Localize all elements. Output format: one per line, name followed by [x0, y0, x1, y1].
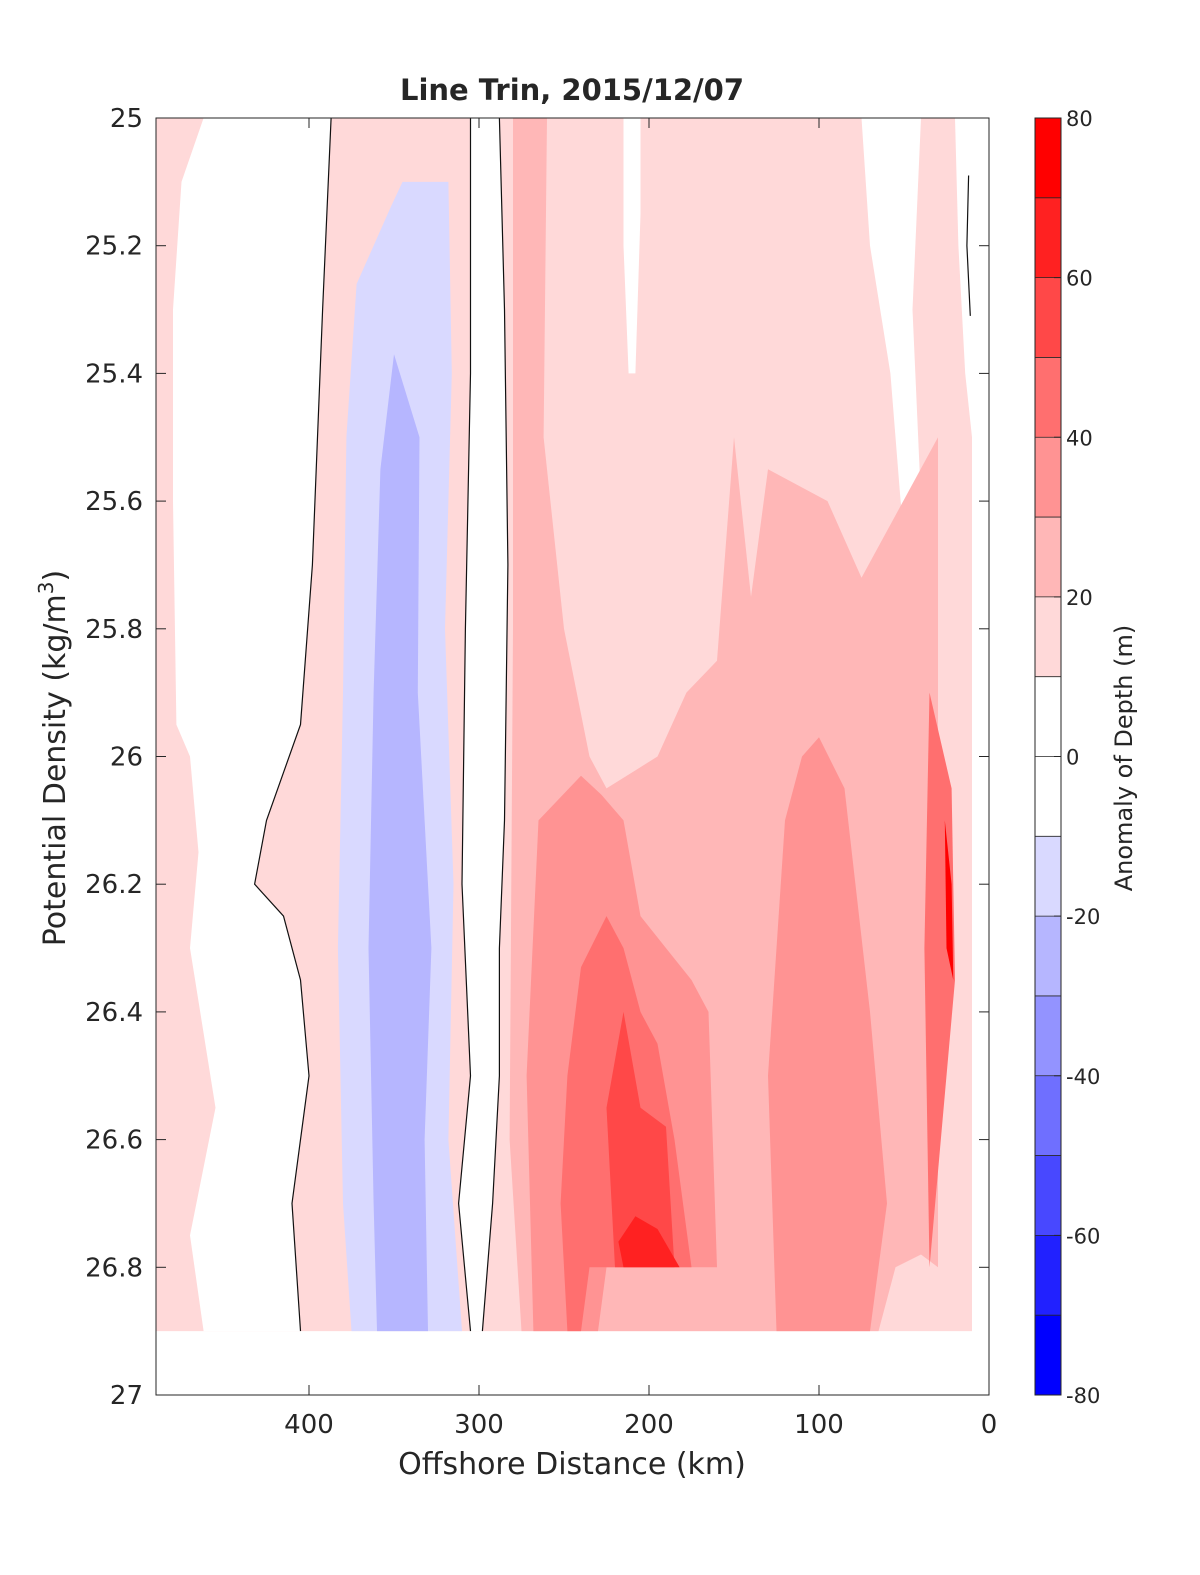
contour-region-4 [861, 118, 921, 565]
y-tick-label: 26.6 [85, 1126, 143, 1156]
y-tick-label: 25.8 [85, 615, 143, 645]
colorbar-tick-label: -80 [1066, 1384, 1100, 1408]
contour-region-3 [623, 118, 641, 374]
colorbar-band [1035, 277, 1061, 358]
colorbar-tick-label: -40 [1066, 1065, 1100, 1089]
x-tick-label: 300 [454, 1410, 504, 1440]
colorbar-band [1035, 995, 1061, 1076]
colorbar-band [1035, 1315, 1061, 1395]
contour-region-14 [924, 692, 955, 1268]
colorbar-band [1035, 676, 1061, 757]
contour-region-15 [944, 820, 954, 980]
plot-area: 400 300 200 100 0 25 25.2 25.4 25.6 25.8 26 26.2 26… [85, 104, 997, 1440]
colorbar-tick-label: 80 [1066, 107, 1093, 131]
colorbar-band [1035, 836, 1061, 917]
y-tick-label: 26 [110, 743, 143, 773]
colorbar-label: Anomaly of Depth (m) [1110, 625, 1138, 892]
contour-region-1 [173, 118, 332, 1332]
colorbar-band [1035, 1235, 1061, 1316]
colorbar-band [1035, 916, 1061, 996]
y-tick-label: 25 [110, 104, 143, 134]
y-tick-label: 25.4 [85, 359, 143, 389]
x-axis: 400 300 200 100 0 [284, 118, 997, 1440]
y-axis-label: Potential Density (kg/m3) [34, 570, 73, 946]
colorbar-ticks: 80 60 40 20 0 -20 -40 -60 -80 [1054, 107, 1100, 1408]
colorbar: 80 60 40 20 0 -20 -40 -60 -80 Anomaly of Depth (… [1034, 107, 1138, 1408]
zero-contour-3 [966, 175, 971, 316]
colorbar-tick-label: 60 [1066, 267, 1093, 291]
y-tick-label: 25.6 [85, 487, 143, 517]
colorbar-band [1035, 517, 1061, 597]
y-tick-label: 26.4 [85, 998, 143, 1028]
contour-region-13 [618, 1216, 680, 1268]
y-tick-label: 26.8 [85, 1253, 143, 1283]
colorbar-band [1035, 1075, 1061, 1156]
colorbar-tick-label: 40 [1066, 426, 1093, 450]
contour-region-12 [606, 1011, 675, 1268]
contour-fills [156, 118, 972, 1332]
colorbar-band [1035, 596, 1061, 677]
x-tick-label: 200 [624, 1410, 674, 1440]
contour-region-2 [458, 118, 508, 1332]
colorbar-band [1035, 357, 1061, 438]
y-tick-label: 27 [110, 1381, 143, 1411]
y-tick-label: 26.2 [85, 870, 143, 900]
y-axis-label-main: Potential Density (kg/m [38, 594, 73, 946]
x-axis-label: Offshore Distance (km) [398, 1447, 746, 1482]
x-tick-label: 100 [794, 1410, 844, 1440]
colorbar-tick-label: 0 [1066, 746, 1079, 770]
zero-contour-lines [253, 118, 971, 1332]
x-tick-label: 0 [981, 1410, 998, 1440]
colorbar-band [1035, 437, 1061, 518]
colorbar-tick-label: -20 [1066, 905, 1100, 929]
y-axis-label-close: ) [38, 570, 73, 582]
zero-contour-1 [457, 118, 472, 1332]
contour-region-10 [768, 737, 887, 1332]
colorbar-band [1035, 197, 1061, 278]
zero-contour-0 [253, 118, 332, 1332]
contour-region-7 [368, 354, 432, 1332]
colorbar-band [1035, 118, 1061, 198]
zero-contour-2 [481, 118, 509, 1332]
x-tick-label: 400 [284, 1410, 334, 1440]
chart-title: Line Trin, 2015/12/07 [400, 73, 744, 107]
colorbar-tick-label: -60 [1066, 1224, 1100, 1248]
y-axis: 25 25.2 25.4 25.6 25.8 26 26.2 26.4 26.6 26.8 27 [85, 104, 989, 1411]
colorbar-band [1035, 756, 1061, 837]
colorbar-band [1035, 1155, 1061, 1236]
y-tick-label: 25.2 [85, 232, 143, 262]
colorbar-tick-label: 20 [1066, 586, 1093, 610]
y-axis-label-superscript: 3 [34, 581, 58, 594]
